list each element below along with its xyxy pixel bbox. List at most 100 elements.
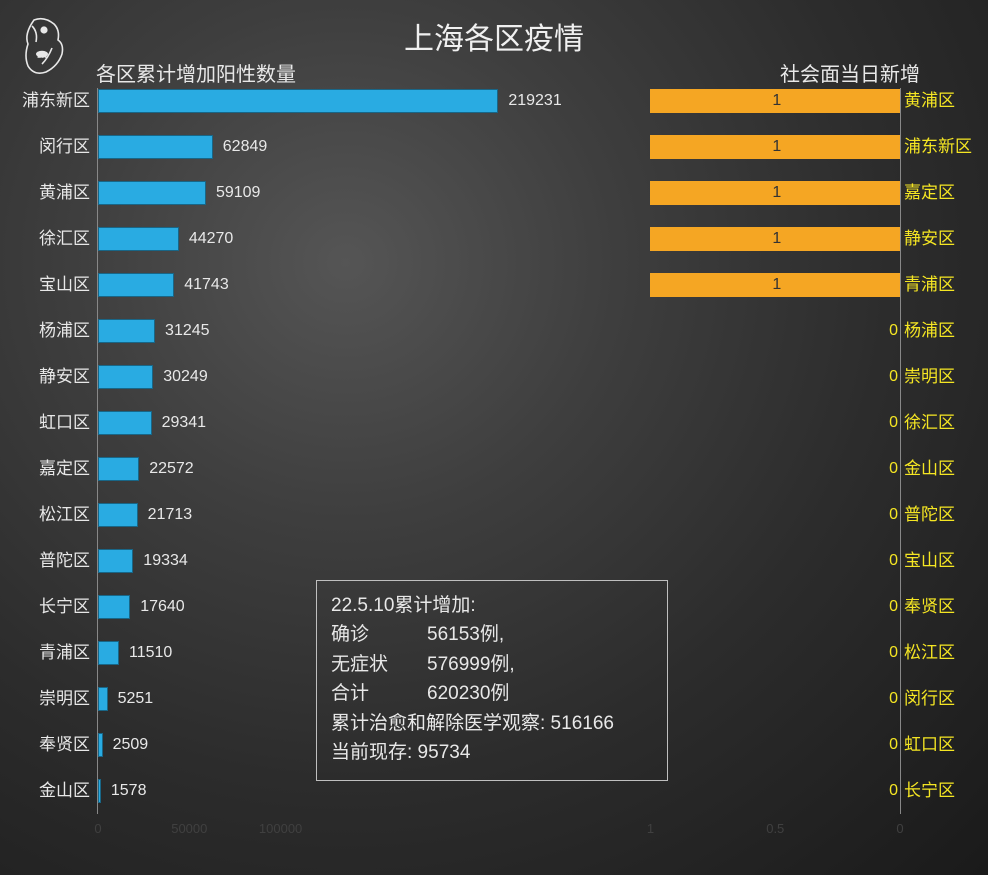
left-bar-value: 19334 — [143, 549, 188, 573]
left-bar-value: 41743 — [184, 273, 229, 297]
right-bar-row: 浦东新区 1 — [628, 134, 988, 180]
right-bar-value: 0 — [889, 549, 898, 573]
right-bar-value: 0 — [889, 641, 898, 665]
right-bar-row: 徐汇区0 — [628, 410, 988, 456]
right-bar-row: 青浦区 1 — [628, 272, 988, 318]
left-bar-value: 21713 — [148, 503, 193, 527]
right-category-label: 静安区 — [904, 227, 984, 251]
left-bar-value: 44270 — [189, 227, 234, 251]
left-bar-value: 17640 — [140, 595, 185, 619]
right-bar-row: 杨浦区0 — [628, 318, 988, 364]
left-category-label: 黄浦区 — [0, 181, 90, 205]
right-category-label: 黄浦区 — [904, 89, 984, 113]
left-bar — [98, 365, 153, 389]
left-category-label: 崇明区 — [0, 687, 90, 711]
left-bar-value: 62849 — [223, 135, 268, 159]
left-bar — [98, 273, 174, 297]
right-bar-value: 0 — [889, 319, 898, 343]
right-bar-row: 长宁区0 — [628, 778, 988, 824]
left-xtick: 100000 — [259, 821, 302, 836]
right-category-label: 杨浦区 — [904, 319, 984, 343]
right-bar-row: 奉贤区0 — [628, 594, 988, 640]
left-category-label: 杨浦区 — [0, 319, 90, 343]
left-bar-value: 219231 — [508, 89, 561, 113]
left-category-label: 金山区 — [0, 779, 90, 803]
right-category-label: 浦东新区 — [904, 135, 984, 159]
summary-info-box: 22.5.10累计增加: 确诊 56153例, 无症状 576999例, 合计 … — [316, 580, 668, 781]
left-category-label: 静安区 — [0, 365, 90, 389]
right-category-label: 徐汇区 — [904, 411, 984, 435]
left-category-label: 青浦区 — [0, 641, 90, 665]
left-category-label: 长宁区 — [0, 595, 90, 619]
left-bar — [98, 181, 206, 205]
right-bar-value: 0 — [889, 733, 898, 757]
right-bar-value: 1 — [772, 135, 781, 159]
left-bar-value: 29341 — [162, 411, 207, 435]
left-category-label: 徐汇区 — [0, 227, 90, 251]
left-bar — [98, 595, 130, 619]
confirmed-value: 56153例, — [427, 620, 504, 649]
left-bar — [98, 503, 138, 527]
left-xtick: 50000 — [171, 821, 207, 836]
right-bar-value: 1 — [772, 89, 781, 113]
confirmed-label: 确诊 — [331, 620, 427, 649]
left-bar-value: 30249 — [163, 365, 208, 389]
right-bar-value: 0 — [889, 687, 898, 711]
left-bar-value: 31245 — [165, 319, 210, 343]
right-bar-row: 黄浦区 1 — [628, 88, 988, 134]
right-bar-row: 闵行区0 — [628, 686, 988, 732]
left-category-label: 松江区 — [0, 503, 90, 527]
right-bar-row: 崇明区0 — [628, 364, 988, 410]
left-category-label: 嘉定区 — [0, 457, 90, 481]
right-bar-row: 普陀区0 — [628, 502, 988, 548]
right-category-label: 宝山区 — [904, 549, 984, 573]
right-bar-value: 0 — [889, 779, 898, 803]
right-bar-value: 0 — [889, 595, 898, 619]
left-category-label: 奉贤区 — [0, 733, 90, 757]
right-category-label: 嘉定区 — [904, 181, 984, 205]
left-chart-title: 各区累计增加阳性数量 — [96, 58, 296, 87]
left-category-label: 宝山区 — [0, 273, 90, 297]
right-category-label: 闵行区 — [904, 687, 984, 711]
right-bar-value: 0 — [889, 365, 898, 389]
left-xtick: 0 — [94, 821, 101, 836]
left-bar — [98, 89, 498, 113]
left-bar-value: 22572 — [149, 457, 194, 481]
left-bar-row: 金山区1578 — [0, 778, 620, 824]
left-bar-row: 浦东新区 219231 — [0, 88, 620, 134]
left-bar-row: 虹口区 29341 — [0, 410, 620, 456]
right-xtick: 0 — [896, 821, 903, 836]
right-bar-row: 松江区0 — [628, 640, 988, 686]
total-value: 620230例 — [427, 679, 509, 708]
left-bar-value: 59109 — [216, 181, 261, 205]
right-bar-value: 0 — [889, 411, 898, 435]
right-category-label: 青浦区 — [904, 273, 984, 297]
left-bar-row: 松江区 21713 — [0, 502, 620, 548]
info-date-line: 22.5.10累计增加: — [331, 591, 653, 620]
left-bar — [98, 779, 101, 803]
left-bar-row: 静安区 30249 — [0, 364, 620, 410]
left-bar — [98, 641, 119, 665]
left-category-label: 普陀区 — [0, 549, 90, 573]
right-category-label: 虹口区 — [904, 733, 984, 757]
right-category-label: 金山区 — [904, 457, 984, 481]
main-title: 上海各区疫情 — [0, 14, 988, 58]
right-bar-value: 1 — [772, 227, 781, 251]
left-bar — [98, 319, 155, 343]
recovered-line: 累计治愈和解除医学观察: 516166 — [331, 709, 653, 738]
left-bar-value: 11510 — [129, 641, 172, 665]
left-bar-row: 闵行区62849 — [0, 134, 620, 180]
left-category-label: 虹口区 — [0, 411, 90, 435]
right-bar-row: 虹口区0 — [628, 732, 988, 778]
right-bar-value: 1 — [772, 273, 781, 297]
right-bar-value: 0 — [889, 457, 898, 481]
left-bar-row: 黄浦区 59109 — [0, 180, 620, 226]
current-line: 当前现存: 95734 — [331, 738, 653, 767]
right-bar-row: 金山区0 — [628, 456, 988, 502]
right-category-label: 奉贤区 — [904, 595, 984, 619]
left-bar-row: 杨浦区 31245 — [0, 318, 620, 364]
left-category-label: 浦东新区 — [0, 89, 90, 113]
left-bar-row: 嘉定区 22572 — [0, 456, 620, 502]
right-xtick: 0.5 — [766, 821, 784, 836]
asymptomatic-value: 576999例, — [427, 650, 515, 679]
